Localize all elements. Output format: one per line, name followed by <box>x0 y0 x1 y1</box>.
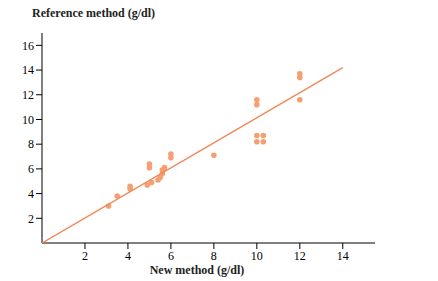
svg-text:2: 2 <box>28 212 34 226</box>
html-text:New method (g/dl): New method (g/dl) <box>149 263 245 277</box>
svg-text:8: 8 <box>211 249 217 263</box>
svg-text:16: 16 <box>22 39 34 53</box>
svg-text:12: 12 <box>294 249 306 263</box>
svg-text:6: 6 <box>168 249 174 263</box>
svg-text:2: 2 <box>82 249 88 263</box>
svg-text:6: 6 <box>28 162 34 176</box>
svg-text:10: 10 <box>22 113 34 127</box>
svg-text:4: 4 <box>28 187 34 201</box>
svg-text:12: 12 <box>22 88 34 102</box>
svg-text:4: 4 <box>125 249 131 263</box>
html-text:Reference method (g/dl): Reference method (g/dl) <box>32 6 156 20</box>
svg-text:8: 8 <box>28 137 34 151</box>
svg-text:14: 14 <box>22 63 34 77</box>
svg-text:10: 10 <box>251 249 263 263</box>
svg-text:14: 14 <box>337 249 349 263</box>
